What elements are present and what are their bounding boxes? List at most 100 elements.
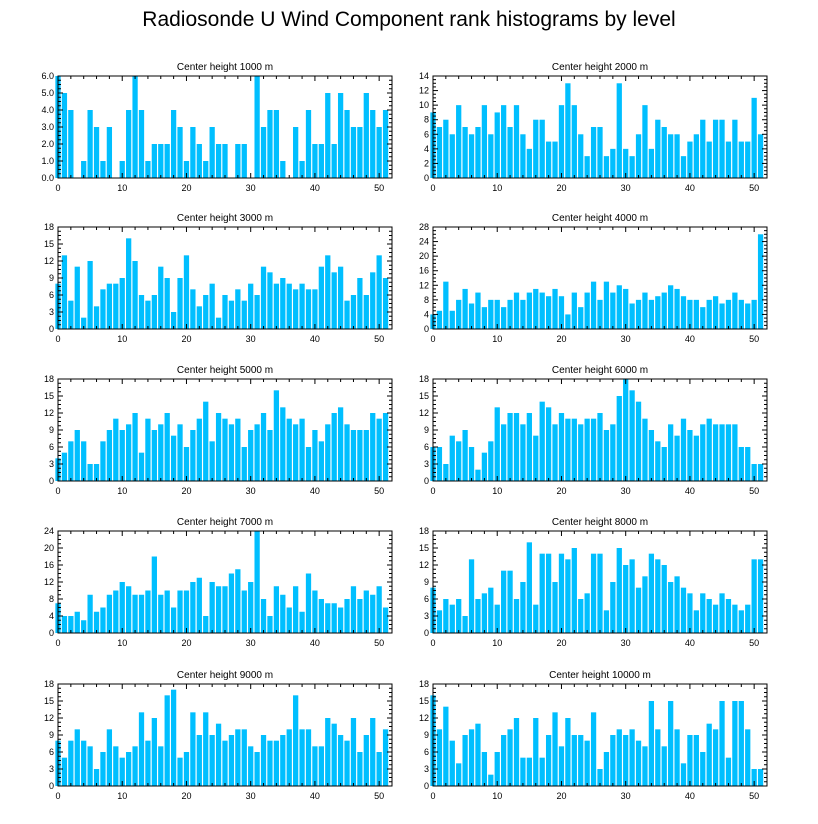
histogram-bar bbox=[725, 141, 732, 178]
histogram-bar bbox=[687, 735, 693, 786]
x-tick-label: 50 bbox=[374, 183, 384, 193]
histogram-bar bbox=[68, 110, 74, 178]
histogram-bar bbox=[706, 723, 712, 786]
histogram-bar bbox=[436, 447, 443, 481]
histogram-bar bbox=[370, 110, 376, 178]
histogram-bar bbox=[126, 424, 132, 481]
histogram-bar bbox=[481, 452, 488, 481]
histogram-bar bbox=[241, 447, 247, 481]
y-tick-label: 9 bbox=[424, 577, 429, 587]
x-tick-label: 10 bbox=[117, 791, 127, 801]
histogram-bar bbox=[603, 281, 610, 329]
histogram-bar bbox=[357, 278, 363, 329]
histogram-bar bbox=[273, 740, 280, 786]
histogram-bar bbox=[661, 447, 667, 481]
histogram-bar bbox=[565, 418, 571, 481]
histogram-bar bbox=[578, 735, 584, 786]
histogram-bar bbox=[93, 769, 100, 786]
x-tick-label: 40 bbox=[310, 486, 320, 496]
histogram-bar bbox=[668, 134, 674, 178]
histogram-bar bbox=[687, 299, 693, 329]
histogram-bar bbox=[732, 424, 738, 481]
histogram-bar bbox=[513, 292, 520, 329]
histogram-bar bbox=[745, 729, 751, 786]
histogram-bar bbox=[674, 134, 680, 178]
y-tick-label: 6 bbox=[49, 747, 54, 757]
histogram-bar bbox=[745, 447, 751, 481]
y-tick-label: 3 bbox=[424, 611, 429, 621]
histogram-bar bbox=[254, 76, 260, 178]
histogram-bar bbox=[687, 593, 693, 633]
y-tick-label: 12 bbox=[419, 713, 429, 723]
y-tick-label: 8 bbox=[49, 594, 54, 604]
histogram-bar bbox=[286, 418, 292, 481]
x-tick-label: 30 bbox=[246, 638, 256, 648]
histogram-bar bbox=[494, 604, 500, 633]
panel-title: Center height 10000 m bbox=[549, 670, 651, 681]
histogram-bar bbox=[183, 590, 190, 633]
histogram-bar bbox=[87, 594, 93, 633]
x-tick-label: 30 bbox=[621, 334, 631, 344]
histogram-bar bbox=[501, 105, 507, 178]
histogram-bar bbox=[642, 418, 648, 481]
histogram-bar bbox=[293, 424, 299, 481]
histogram-bar bbox=[215, 317, 222, 329]
y-tick-label: 12 bbox=[419, 560, 429, 570]
histogram-bar bbox=[584, 156, 590, 178]
y-tick-label: 18 bbox=[44, 222, 54, 232]
histogram-bar bbox=[616, 285, 622, 329]
histogram-bar bbox=[376, 418, 382, 481]
histogram-bar bbox=[661, 565, 667, 633]
y-tick-label: 0.0 bbox=[41, 173, 54, 183]
histogram-bar bbox=[132, 261, 138, 329]
histogram-bar bbox=[475, 127, 481, 178]
histogram-bar bbox=[61, 616, 68, 633]
histogram-bar bbox=[513, 105, 520, 178]
histogram-bar bbox=[507, 570, 513, 633]
panel-title: Center height 3000 m bbox=[177, 213, 273, 224]
histogram-bar bbox=[558, 105, 565, 178]
histogram-bar bbox=[494, 299, 500, 329]
histogram-bar bbox=[610, 424, 616, 481]
histogram-bar bbox=[196, 577, 202, 633]
histogram-bar bbox=[119, 161, 125, 178]
histogram-bar bbox=[222, 740, 228, 786]
histogram-bar bbox=[623, 148, 629, 178]
histogram-bar bbox=[603, 430, 610, 481]
histogram-bar bbox=[209, 441, 215, 481]
histogram-bar bbox=[719, 303, 725, 329]
histogram-bar bbox=[520, 424, 526, 481]
histogram-bar bbox=[481, 593, 488, 633]
histogram-bar bbox=[331, 723, 337, 786]
histogram-bar bbox=[68, 300, 74, 329]
histogram-bar bbox=[571, 548, 577, 633]
histogram-bar bbox=[222, 144, 228, 178]
histogram-bar bbox=[443, 464, 449, 481]
x-tick-label: 50 bbox=[374, 334, 384, 344]
histogram-bar bbox=[267, 272, 273, 329]
histogram-bar bbox=[738, 299, 744, 329]
histogram-bar bbox=[228, 300, 235, 329]
histogram-bar bbox=[325, 93, 331, 178]
histogram-bar bbox=[260, 127, 267, 178]
histogram-bar bbox=[475, 599, 481, 633]
histogram-bar bbox=[177, 590, 183, 633]
histogram-bar bbox=[443, 281, 449, 329]
y-tick-label: 0 bbox=[424, 324, 429, 334]
x-tick-label: 20 bbox=[181, 183, 191, 193]
histogram-bar bbox=[635, 134, 642, 178]
histogram-bar bbox=[151, 295, 157, 329]
histogram-bar bbox=[344, 740, 350, 786]
histogram-bar bbox=[693, 610, 699, 633]
histogram-bar bbox=[164, 278, 170, 329]
histogram-bar bbox=[584, 593, 590, 633]
x-tick-label: 0 bbox=[55, 486, 60, 496]
histogram-bar bbox=[757, 134, 764, 178]
histogram-bar bbox=[738, 141, 744, 178]
y-tick-label: 9 bbox=[424, 425, 429, 435]
histogram-bar bbox=[158, 746, 164, 786]
histogram-bar bbox=[100, 289, 106, 329]
histogram-bar bbox=[376, 127, 382, 178]
histogram-bar bbox=[449, 310, 455, 329]
histogram-bar bbox=[241, 590, 247, 633]
